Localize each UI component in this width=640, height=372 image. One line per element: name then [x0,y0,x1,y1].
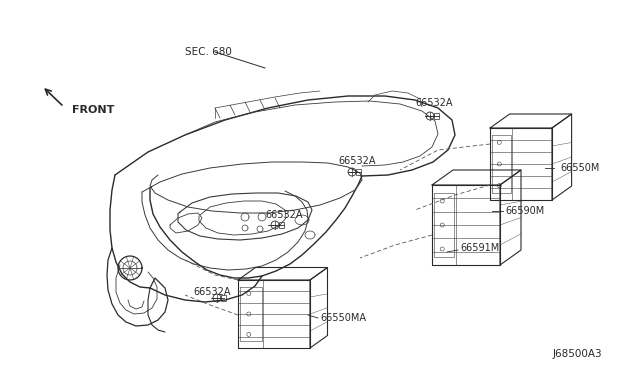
Text: 66532A: 66532A [265,210,303,220]
Text: 66532A: 66532A [193,287,230,297]
Bar [279,222,284,228]
Text: FRONT: FRONT [72,105,115,115]
Bar [434,113,439,119]
Text: 66591M: 66591M [460,243,499,253]
Text: SEC. 680: SEC. 680 [185,47,232,57]
Text: 66550MA: 66550MA [320,313,366,323]
Text: 66590M: 66590M [505,206,544,216]
Bar [356,169,361,175]
Text: 66532A: 66532A [415,98,452,108]
Bar [221,295,226,301]
Text: 66550M: 66550M [560,163,600,173]
Text: J68500A3: J68500A3 [553,349,603,359]
Text: 66532A: 66532A [338,156,376,166]
